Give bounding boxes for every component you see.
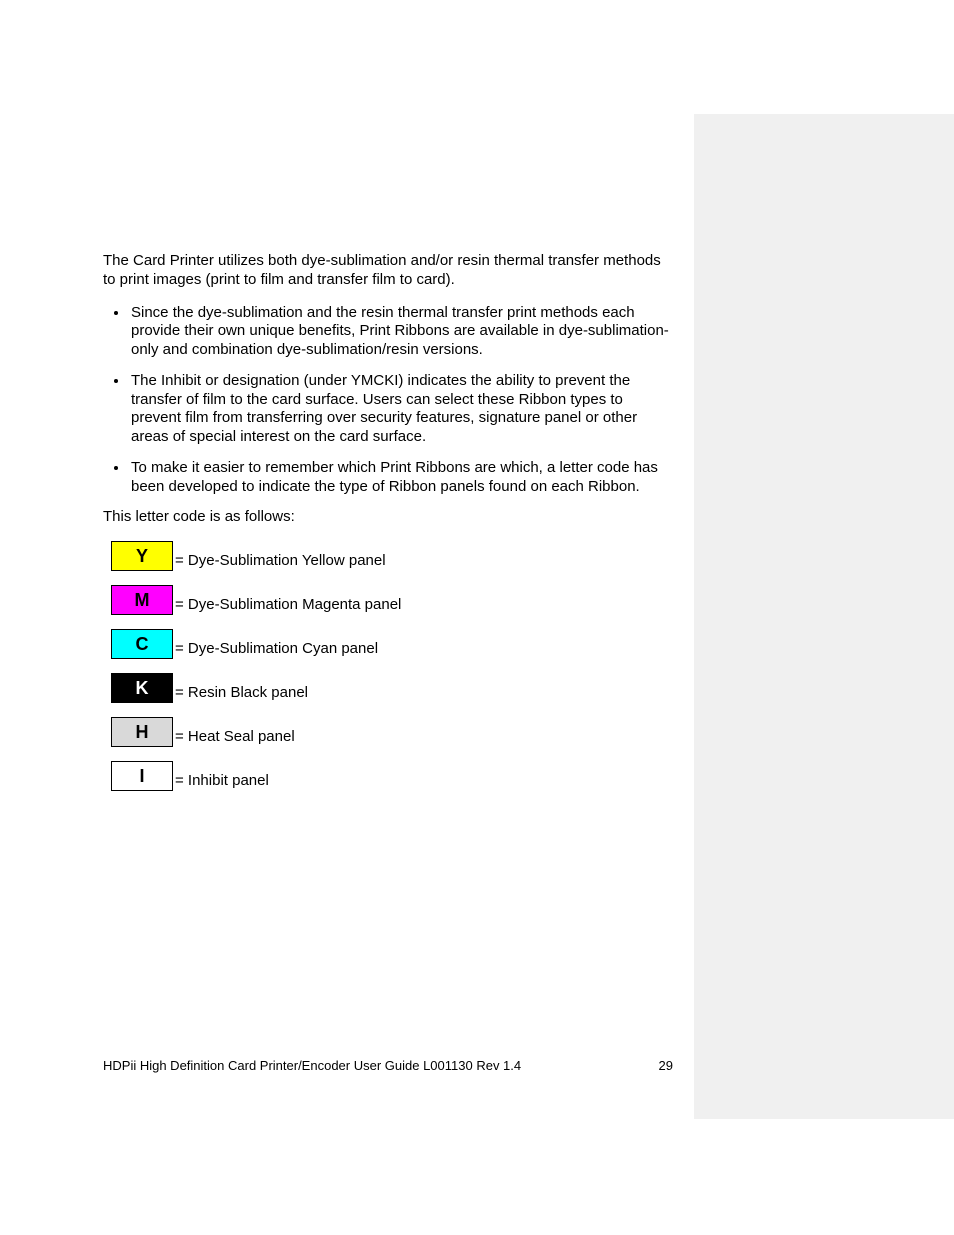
intro-paragraph: The Card Printer utilizes both dye-subli… (103, 252, 673, 290)
swatch-label: = Dye-Sublimation Yellow panel (175, 552, 386, 571)
swatch-heatseal: H (111, 717, 173, 747)
letter-code-intro: This letter code is as follows: (103, 508, 673, 527)
swatch-row-y: Y = Dye-Sublimation Yellow panel (103, 541, 673, 571)
swatch-label: = Inhibit panel (175, 772, 269, 791)
page-number: 29 (659, 1058, 673, 1073)
page-footer: HDPii High Definition Card Printer/Encod… (103, 1052, 673, 1073)
swatch-label: = Dye-Sublimation Magenta panel (175, 596, 401, 615)
bullet-item: Since the dye-sublimation and the resin … (129, 304, 673, 360)
footer-left-text: HDPii High Definition Card Printer/Encod… (103, 1058, 521, 1073)
swatch-cyan: C (111, 629, 173, 659)
sidebar-gray-band (694, 114, 954, 1119)
bullet-item: To make it easier to remember which Prin… (129, 459, 673, 497)
swatch-label: = Heat Seal panel (175, 728, 295, 747)
swatch-row-i: I = Inhibit panel (103, 761, 673, 791)
swatch-row-k: K = Resin Black panel (103, 673, 673, 703)
bullet-item: The Inhibit or designation (under YMCKI)… (129, 372, 673, 447)
swatch-row-c: C = Dye-Sublimation Cyan panel (103, 629, 673, 659)
swatch-label: = Dye-Sublimation Cyan panel (175, 640, 378, 659)
swatch-label: = Resin Black panel (175, 684, 308, 703)
swatch-row-h: H = Heat Seal panel (103, 717, 673, 747)
page-content: The Card Printer utilizes both dye-subli… (103, 252, 673, 791)
swatch-magenta: M (111, 585, 173, 615)
swatch-inhibit: I (111, 761, 173, 791)
swatch-row-m: M = Dye-Sublimation Magenta panel (103, 585, 673, 615)
bullet-list: Since the dye-sublimation and the resin … (103, 304, 673, 497)
swatch-yellow: Y (111, 541, 173, 571)
swatch-black: K (111, 673, 173, 703)
